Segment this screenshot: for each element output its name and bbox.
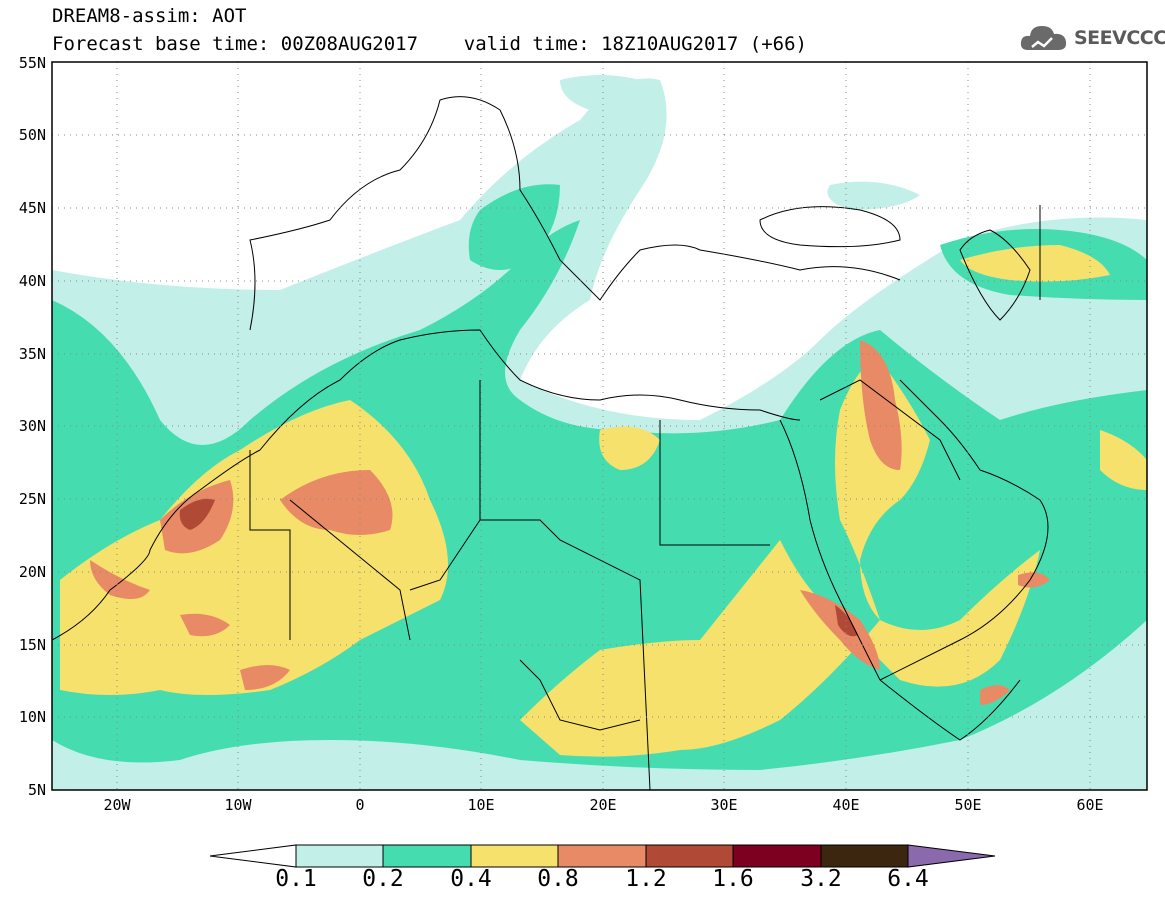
chart-title: DREAM8-assim: AOT <box>52 5 247 27</box>
lat-label: 10N <box>18 708 46 726</box>
aot-contour-orange <box>240 665 290 690</box>
border-line <box>519 659 641 731</box>
aot-contour-darkred <box>179 498 215 530</box>
lat-label: 25N <box>18 490 46 508</box>
colorbar <box>209 844 996 868</box>
aot-contour-yellow <box>960 245 1110 282</box>
aot-contour-teal <box>468 184 560 270</box>
lat-label: 55N <box>18 54 46 72</box>
lat-label: 5N <box>27 781 46 799</box>
border-line <box>289 499 411 641</box>
chart-subtitle: Forecast base time: 00Z08AUG2017 valid t… <box>52 33 807 55</box>
coastline-red-sea <box>779 419 881 681</box>
coastline-west-africa <box>52 329 801 641</box>
colorbar-swatch <box>645 844 734 868</box>
seevccc-logo: SEEVCCC <box>1018 20 1165 56</box>
lon-label: 40E <box>832 796 860 814</box>
aot-contour-orange <box>280 470 393 535</box>
lon-label: 60E <box>1076 796 1104 814</box>
colorbar-tick-label: 6.4 <box>887 866 929 892</box>
map-frame <box>51 61 1148 791</box>
lon-label: 10E <box>467 796 495 814</box>
lon-label: 20W <box>103 796 131 814</box>
coastline-caspian <box>959 229 1031 321</box>
colorbar-tick-label: 3.2 <box>800 866 842 892</box>
aot-contour-light <box>560 75 640 110</box>
logo-text: SEEVCCC <box>1074 27 1165 49</box>
coastlines <box>52 96 1049 790</box>
cloud-logo-icon <box>1020 26 1067 50</box>
aot-contour-yellow <box>1100 430 1147 490</box>
graticule <box>52 62 1147 790</box>
colorbar-tick-label: 1.6 <box>712 866 754 892</box>
lat-label: 30N <box>18 417 46 435</box>
lat-label: 40N <box>18 272 46 290</box>
lat-label: 35N <box>18 345 46 363</box>
colorbar-swatch <box>557 844 647 868</box>
colorbar-high-arrow <box>907 844 996 868</box>
border-line <box>409 519 481 591</box>
colorbar-tick-label: 0.1 <box>275 866 317 892</box>
colorbar-tick-label: 0.4 <box>450 866 492 892</box>
colorbar-swatch <box>820 844 909 868</box>
lon-label: 50E <box>954 796 982 814</box>
colorbar-swatch <box>295 844 384 868</box>
aot-contour-orange <box>1018 572 1050 588</box>
aot-contour-yellow <box>599 426 660 470</box>
lat-label: 15N <box>18 636 46 654</box>
aot-contour-orange <box>980 685 1010 705</box>
aot-contour-orange <box>800 590 880 670</box>
aot-contour-orange <box>90 560 150 599</box>
lat-label: 45N <box>18 199 46 217</box>
coastline-horn <box>879 679 1021 741</box>
colorbar-tick-label: 1.2 <box>625 866 667 892</box>
coastline-black-sea <box>759 206 901 248</box>
aot-contour-orange <box>860 340 902 470</box>
coastline-arabia <box>879 379 1049 681</box>
border-line <box>249 450 291 640</box>
aot-contour-light <box>827 181 920 210</box>
colorbar-tick-label: 0.8 <box>537 866 579 892</box>
lat-label: 20N <box>18 563 46 581</box>
border-line <box>479 380 651 790</box>
colorbar-swatch <box>470 844 559 868</box>
lon-label: 10W <box>224 796 252 814</box>
lon-label: 30E <box>710 796 738 814</box>
colorbar-low-arrow <box>209 844 297 868</box>
aot-contour-yellow <box>520 360 1040 757</box>
border-line <box>659 420 770 546</box>
colorbar-tick-label: 0.2 <box>362 866 404 892</box>
lat-label: 50N <box>18 126 46 144</box>
coastline-europe <box>249 96 901 331</box>
aot-contour-orange <box>180 613 230 637</box>
border-line <box>819 379 961 481</box>
aot-field <box>52 75 1147 790</box>
colorbar-swatch <box>382 844 472 868</box>
lon-label: 0 <box>355 796 365 814</box>
lon-label: 20E <box>589 796 617 814</box>
colorbar-swatch <box>732 844 822 868</box>
